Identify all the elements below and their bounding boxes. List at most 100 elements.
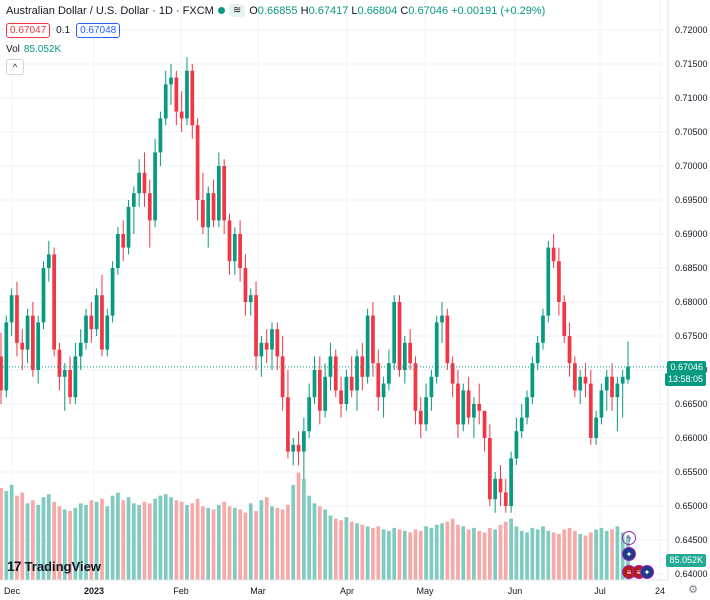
volume-bar <box>52 501 56 580</box>
candle-body <box>174 77 179 112</box>
candle-body <box>317 370 322 411</box>
candle-body <box>371 315 375 364</box>
time-tick-label: Jul <box>594 586 606 596</box>
candle-body <box>0 356 3 391</box>
volume-bar <box>73 507 78 580</box>
candle-body <box>163 84 168 119</box>
volume-bar <box>163 494 168 580</box>
volume-bar <box>519 530 524 580</box>
volume-bar <box>275 507 280 580</box>
time-axis[interactable]: Dec 2023 Feb Mar Apr May Jun Jul 24 <box>4 586 665 596</box>
chevron-up-icon: ^ <box>12 62 18 72</box>
volume-bar <box>594 529 598 580</box>
symbol-title[interactable]: Australian Dollar / U.S. Dollar · 1D · F… <box>6 4 214 17</box>
lightning-event-icon[interactable]: ϟ <box>622 531 636 545</box>
candle-body <box>551 247 556 262</box>
price-tick-label: 0.69000 <box>675 229 708 239</box>
candle-body <box>36 322 41 370</box>
countdown-tag: 13:58:05 <box>664 373 706 386</box>
volume-bar <box>41 497 46 580</box>
candle-body <box>392 302 397 364</box>
candle-body <box>567 336 572 364</box>
volume-value: 85.052K <box>23 44 62 55</box>
candle-body <box>333 356 338 391</box>
volume-bar <box>349 521 354 580</box>
volume-bar <box>599 527 604 580</box>
candle-body <box>195 125 200 200</box>
candle-body <box>31 315 35 370</box>
time-tick-label: May <box>416 586 434 596</box>
candle-body <box>599 390 604 418</box>
volume-bar <box>466 529 471 580</box>
ohlc-values: O0.66855 H0.67417 L0.66804 C0.67046 +0.0… <box>249 4 546 17</box>
time-tick-label: Jun <box>508 586 523 596</box>
candle-body <box>126 206 131 248</box>
price-tick-label: 0.65500 <box>675 467 708 477</box>
volume-bar <box>227 506 232 580</box>
volume-bar <box>567 527 572 580</box>
candle-body <box>573 363 577 391</box>
candle-body <box>286 397 290 452</box>
candle-body <box>434 322 439 377</box>
candle-body <box>9 295 14 323</box>
collapse-legend-button[interactable]: ^ <box>6 59 24 75</box>
volume-bar <box>121 500 126 580</box>
candle-body <box>509 458 513 506</box>
candle-body <box>259 342 264 357</box>
price-axis[interactable]: 0.72000 0.71500 0.71000 0.70500 0.70000 0.695… <box>675 25 708 579</box>
candle-body <box>57 349 62 377</box>
volume-bar <box>62 509 67 580</box>
volume-bar <box>216 504 221 580</box>
candle-body <box>323 376 327 411</box>
candle-body <box>519 417 524 432</box>
candle-body <box>541 315 545 343</box>
volume-bar <box>110 495 115 580</box>
spread-value: 0.1 <box>56 25 71 36</box>
volume-bar <box>291 484 296 580</box>
candle-body <box>238 234 242 268</box>
change-value: +0.00191 (+0.29%) <box>451 4 546 17</box>
price-tick-label: 0.71000 <box>675 93 708 103</box>
candle-body <box>397 302 402 370</box>
candle-body <box>275 329 280 357</box>
volume-bar <box>493 529 498 580</box>
candle-body <box>222 166 227 221</box>
volume-bar <box>46 494 51 580</box>
candle-body <box>46 254 51 268</box>
candle-body <box>588 383 593 438</box>
au-flag-icon[interactable]: ✦ <box>622 547 636 561</box>
candle-body <box>578 376 583 391</box>
gear-icon[interactable]: ⚙ <box>688 584 698 596</box>
volume-bar <box>264 497 269 580</box>
au-flag-icon[interactable]: ✦ <box>640 565 654 579</box>
volume-bar <box>328 515 333 580</box>
candle-body <box>615 383 620 398</box>
candle-body <box>190 70 195 126</box>
price-tick-label: 0.70000 <box>675 161 708 171</box>
candle-body <box>94 295 99 330</box>
volume-bar <box>381 529 386 580</box>
data-badge[interactable]: ≋ <box>228 4 246 17</box>
candle-body <box>4 322 9 391</box>
candle-body <box>254 295 258 357</box>
candle-body <box>216 166 221 221</box>
candle-body <box>248 295 253 302</box>
volume-bar <box>530 527 535 580</box>
tradingview-logo-mark: 17 <box>7 558 22 574</box>
candle-body <box>493 478 498 500</box>
volume-bar <box>100 498 104 580</box>
low-value: 0.66804 <box>357 4 398 17</box>
volume-bar <box>153 498 157 580</box>
candle-body <box>487 438 492 500</box>
candle-body <box>610 376 614 398</box>
wave-icon: ≋ <box>232 5 242 16</box>
candle-body <box>525 397 529 418</box>
candle-body <box>243 268 248 302</box>
sell-button[interactable]: 0.67047 <box>6 23 51 38</box>
volume-bar <box>408 532 413 580</box>
volume-bar <box>147 503 152 580</box>
volume-bar <box>402 530 407 580</box>
candle-body <box>557 261 561 302</box>
buy-button[interactable]: 0.67048 <box>76 23 121 38</box>
